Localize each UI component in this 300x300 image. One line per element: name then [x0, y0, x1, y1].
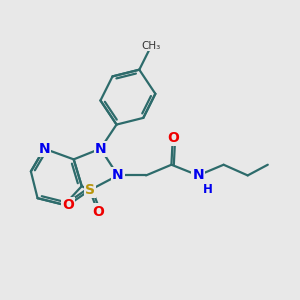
Text: O: O [62, 198, 74, 212]
Text: N: N [192, 168, 204, 182]
Text: H: H [203, 183, 213, 196]
Text: N: N [112, 168, 124, 182]
Text: N: N [38, 142, 50, 156]
Text: S: S [85, 183, 95, 197]
Text: N: N [95, 142, 106, 156]
Text: O: O [92, 205, 104, 219]
Text: O: O [167, 131, 179, 145]
Text: CH₃: CH₃ [142, 40, 161, 51]
